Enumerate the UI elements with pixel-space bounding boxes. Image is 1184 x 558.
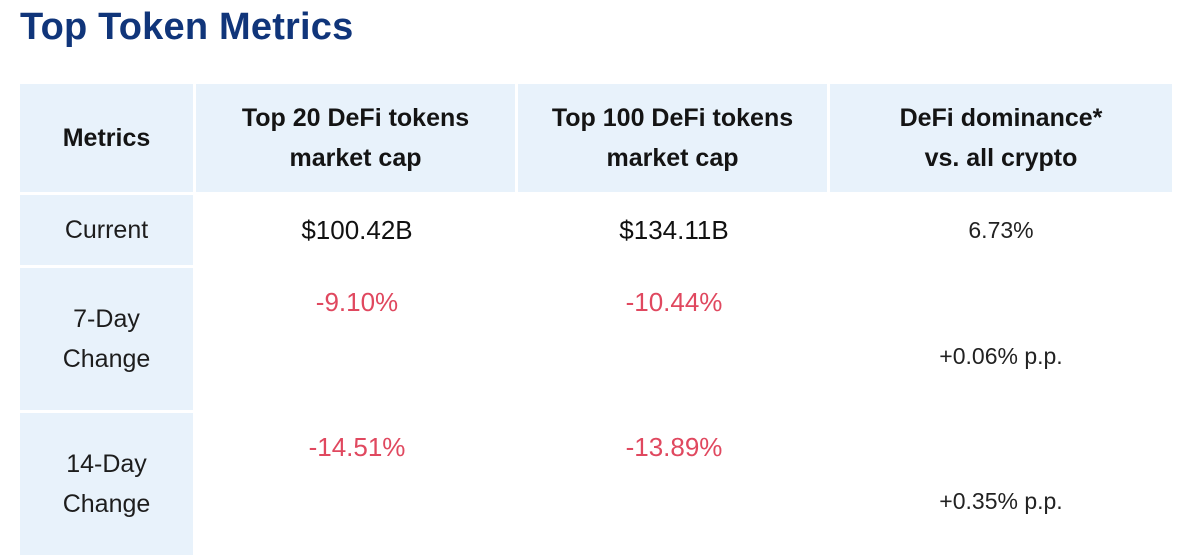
row-label-14day: 14-Day Change — [20, 413, 196, 558]
header-top20-line1: Top 20 DeFi tokens — [241, 104, 470, 132]
metrics-table: Metrics Top 20 DeFi tokens market cap To… — [20, 84, 1172, 558]
row-label-line1: Current — [64, 216, 149, 244]
page-title: Top Token Metrics — [20, 6, 354, 48]
cell-top20-7day: -9.10% — [196, 268, 518, 413]
table-row: 7-Day Change -9.10% -10.44% +0.06% p.p. — [20, 268, 1172, 413]
cell-dominance-14day: +0.35% p.p. — [830, 413, 1172, 558]
header-row: Metrics Top 20 DeFi tokens market cap To… — [20, 84, 1172, 195]
header-metrics: Metrics — [20, 84, 196, 195]
row-label-line1: 7-Day — [73, 305, 140, 333]
cell-dominance-current: 6.73% — [830, 195, 1172, 268]
table-row: 14-Day Change -14.51% -13.89% +0.35% p.p… — [20, 413, 1172, 558]
header-top20: Top 20 DeFi tokens market cap — [196, 84, 518, 195]
cell-top100-7day: -10.44% — [518, 268, 830, 413]
header-top100-line1: Top 100 DeFi tokens — [551, 104, 794, 132]
table-row: Current $100.42B $134.11B 6.73% — [20, 195, 1172, 268]
header-dominance-line1: DeFi dominance* — [899, 104, 1103, 132]
row-label-current: Current — [20, 195, 196, 268]
header-top20-line2: market cap — [289, 144, 422, 172]
header-metrics-line1: Metrics — [62, 124, 151, 152]
cell-top20-14day: -14.51% — [196, 413, 518, 558]
cell-dominance-7day: +0.06% p.p. — [830, 268, 1172, 413]
row-label-line1: 14-Day — [66, 450, 147, 478]
row-label-line2: Change — [62, 345, 151, 373]
cell-top100-current: $134.11B — [518, 195, 830, 268]
cell-top20-current: $100.42B — [196, 195, 518, 268]
header-dominance: DeFi dominance* vs. all crypto — [830, 84, 1172, 195]
row-label-line2: Change — [62, 490, 151, 518]
row-label-7day: 7-Day Change — [20, 268, 196, 413]
header-top100-line2: market cap — [606, 144, 739, 172]
header-top100: Top 100 DeFi tokens market cap — [518, 84, 830, 195]
cell-top100-14day: -13.89% — [518, 413, 830, 558]
header-dominance-line2: vs. all crypto — [924, 144, 1078, 172]
